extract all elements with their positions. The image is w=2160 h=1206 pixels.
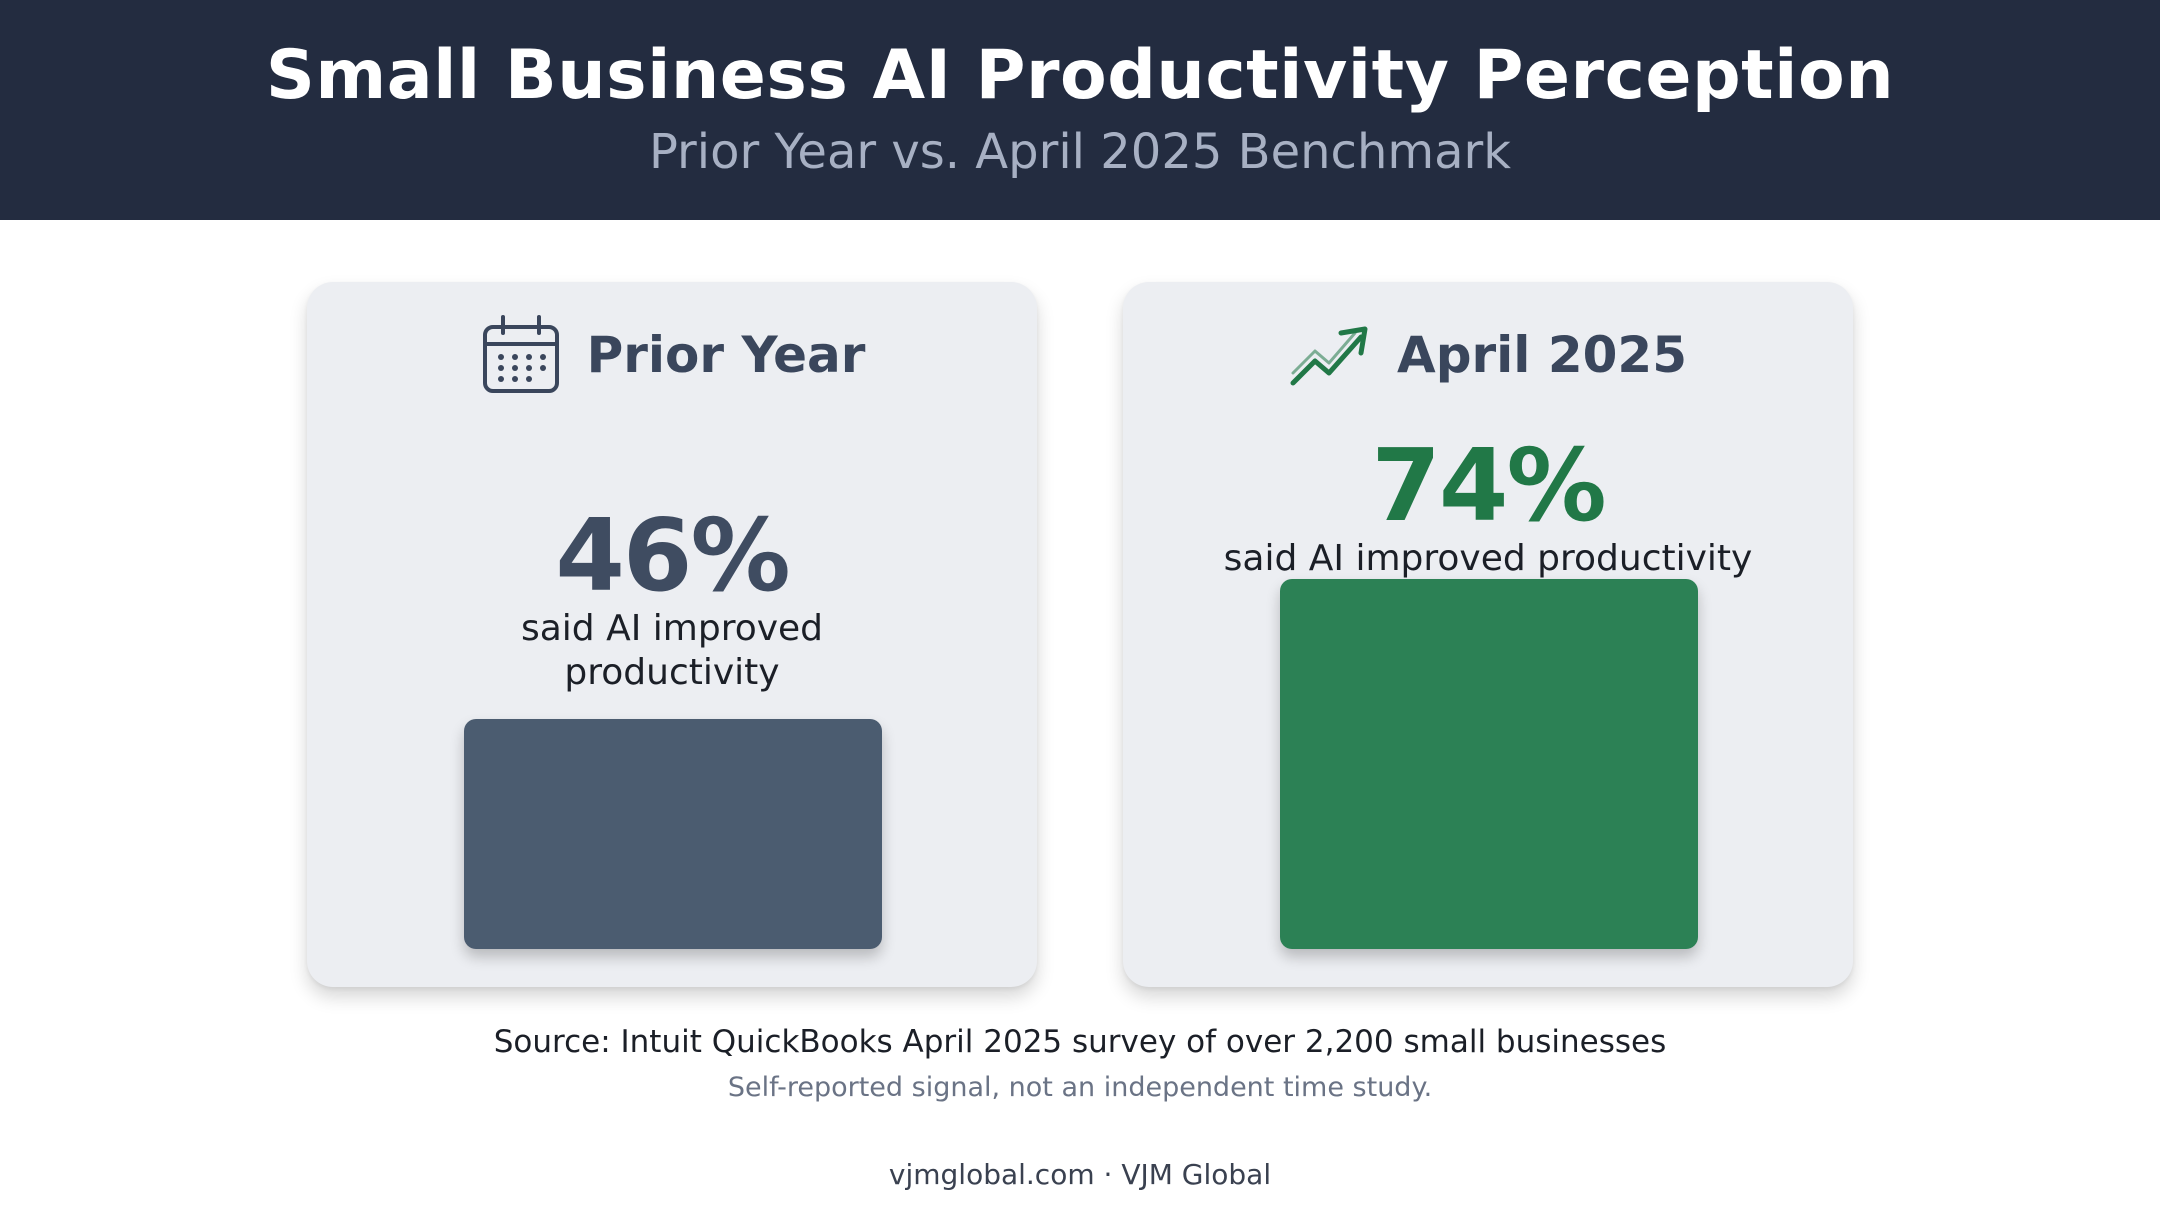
calendar-icon: [479, 313, 563, 397]
card-april-2025: April 2025 74% said AI improved producti…: [1123, 282, 1853, 987]
disclaimer-text: Self-reported signal, not an independent…: [727, 1072, 1433, 1103]
value-caption: said AI improved productivity: [520, 608, 824, 693]
trending-up-icon: [1289, 313, 1373, 397]
bar-prior-year: [464, 719, 882, 949]
footer-site: vjmglobal.com · VJM Global: [888, 1158, 1272, 1191]
card-header: Prior Year: [307, 310, 1037, 400]
source-text: Source: Intuit QuickBooks April 2025 sur…: [493, 1024, 1667, 1060]
bar-april-2025: [1280, 579, 1698, 949]
card-prior-year: Prior Year 46% said AI improved producti…: [307, 282, 1037, 987]
value-caption: said AI improved productivity: [1223, 538, 1753, 579]
page-title: Small Business AI Productivity Perceptio…: [265, 36, 1895, 115]
card-title: April 2025: [1397, 326, 1687, 384]
card-title: Prior Year: [586, 326, 866, 384]
header-banner: Small Business AI Productivity Perceptio…: [0, 0, 2160, 220]
page-subtitle: Prior Year vs. April 2025 Benchmark: [648, 124, 1512, 180]
value-label: 46%: [555, 497, 790, 614]
value-label: 74%: [1371, 427, 1606, 544]
card-header: April 2025: [1123, 310, 1853, 400]
